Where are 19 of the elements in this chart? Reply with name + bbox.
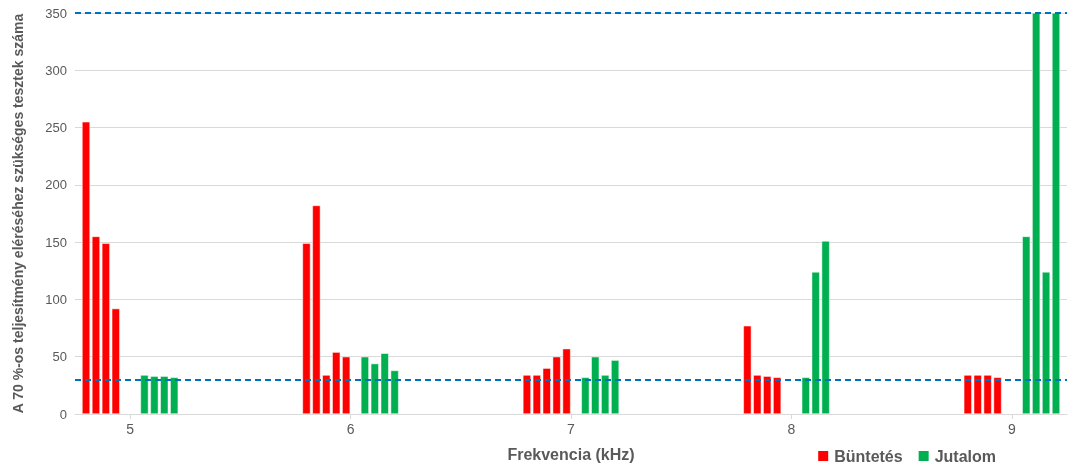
y-tick-label: 100 xyxy=(45,291,67,307)
x-tick-label: 9 xyxy=(1007,421,1016,437)
y-tick-label: 300 xyxy=(45,62,67,78)
y-tick-label: 350 xyxy=(45,5,67,21)
y-tick-label: 0 xyxy=(59,406,67,422)
x-tick-label: 8 xyxy=(787,421,796,437)
x-tick-label: 5 xyxy=(126,421,135,437)
legend-label: Büntetés xyxy=(834,447,903,465)
y-tick-label: 200 xyxy=(45,177,67,193)
y-tick-label: 250 xyxy=(45,120,67,136)
x-tick-label: 7 xyxy=(567,421,576,437)
y-tick-label: 50 xyxy=(52,349,67,365)
y-tick-label: 150 xyxy=(45,234,67,250)
bar xyxy=(82,121,91,414)
bar xyxy=(1051,13,1060,414)
legend-label: Jutalom xyxy=(934,447,996,465)
y-axis-title: A 70 %-os teljesítmény eléréséhez szükséges tesztek száma xyxy=(10,13,26,414)
x-axis-title: Frekvencia (kHz) xyxy=(507,445,635,463)
x-tick-label: 6 xyxy=(346,421,355,437)
